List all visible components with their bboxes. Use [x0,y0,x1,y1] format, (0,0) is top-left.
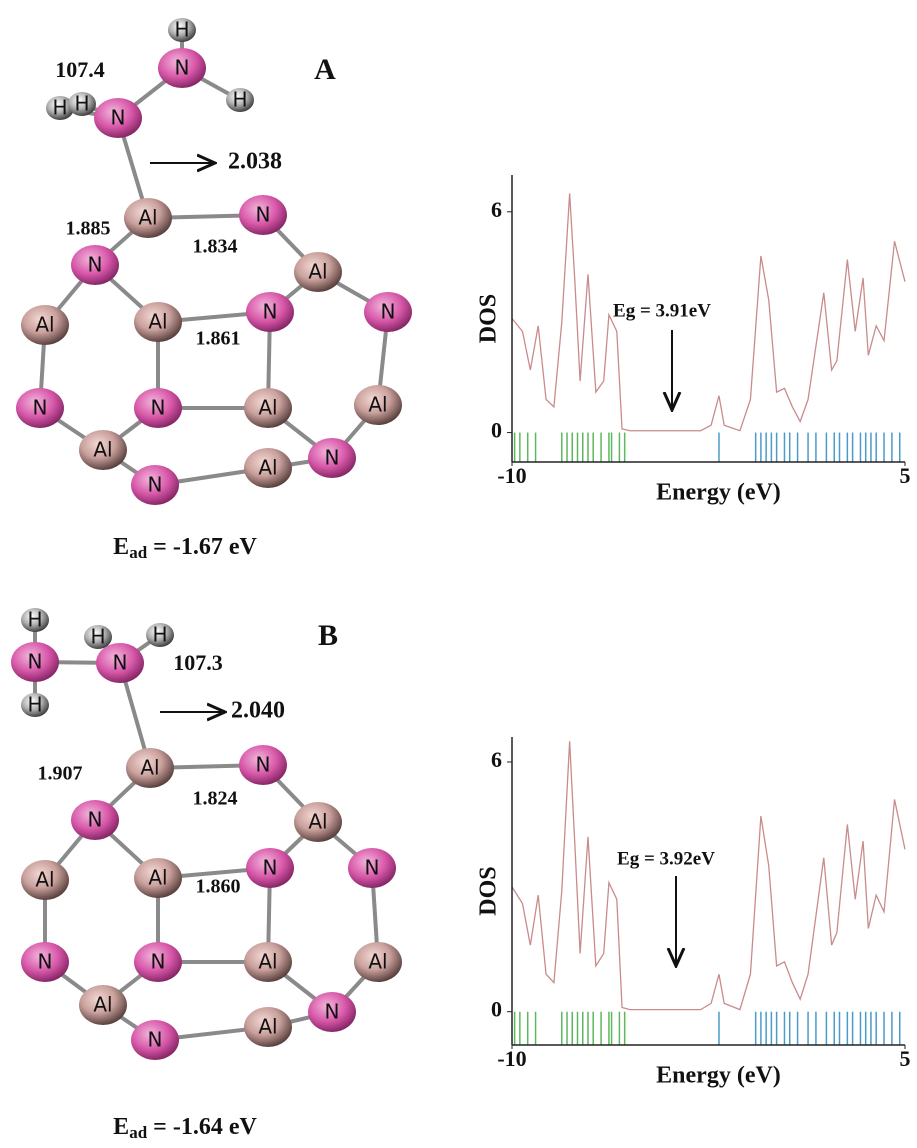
atom-label: H [90,625,105,649]
adsorption-energy: Ead = -1.64 eV [113,1114,257,1142]
atom-label: N [365,856,380,880]
energy-symbol: E [113,534,129,560]
atom-label: H [152,623,167,647]
y-tick-label: 0 [491,997,502,1022]
atom-label: Al [308,810,327,834]
x-axis-label: Energy (eV) [656,1063,781,1089]
atom-label: N [111,106,126,130]
bond-length: 1.861 [196,328,241,350]
atom-label: H [74,92,89,116]
bond-length: 2.040 [231,698,285,724]
atom-label: Al [140,756,159,780]
bond-angle: 107.3 [173,650,223,675]
figure: HNHHHNAlNNAlAlAlNNNNAlAlAlNNAlA107.42.03… [0,0,917,1148]
y-axis-label: DOS [476,294,502,343]
atom-label: Al [368,950,387,974]
annotation: Eg = 3.92eV [617,848,715,869]
atom-label: Al [308,260,327,284]
bond-length: 1.885 [66,218,111,240]
x-tick-label: -10 [497,1046,526,1071]
atom-label: N [38,950,53,974]
atom-label: N [33,396,48,420]
annotation: Eg = 3.91eV [613,300,711,321]
atom-label: Al [35,868,54,892]
atom-label: H [27,608,42,632]
atom-label: Al [93,993,112,1017]
atom-label: N [151,396,166,420]
atom-label: N [148,1028,163,1052]
atom-label: Al [148,310,167,334]
atom-label: N [263,300,278,324]
x-tick-label: 5 [900,463,911,488]
panel-label: B [318,619,338,652]
atom-label: H [174,18,189,42]
atom-label: H [52,96,67,120]
atom-label: N [113,651,128,675]
panel-label: A [314,53,336,86]
energy-subscript: ad [129,543,148,562]
y-tick-label: 0 [491,418,502,443]
atom-label: Al [35,313,54,337]
y-tick-label: 6 [491,197,502,222]
atom-label: Al [258,396,277,420]
bond-length: 1.824 [193,788,238,810]
atom-label: N [175,56,190,80]
x-tick-label: 5 [900,1046,911,1071]
bond-length: 1.834 [193,236,238,258]
atom-label: Al [368,393,387,417]
atom-label: N [28,650,43,674]
atom-label: N [148,473,163,497]
energy-symbol: E [113,1114,129,1140]
energy-value: = -1.64 eV [147,1114,257,1140]
atom-label: N [381,300,396,324]
bond-length: 1.860 [196,876,241,898]
bond-angle: 107.4 [55,57,105,82]
atom-label: N [88,253,103,277]
energy-subscript: ad [129,1123,148,1142]
atom-label: Al [138,206,157,230]
bond-length: 1.907 [38,763,83,785]
x-axis-label: Energy (eV) [656,480,781,506]
dos-curve [512,741,905,1009]
adsorption-energy: Ead = -1.67 eV [113,534,257,562]
atom-label: N [263,856,278,880]
atom-label: N [325,446,340,470]
atom-label: N [256,203,271,227]
atom-label: Al [258,1015,277,1039]
y-tick-label: 6 [491,747,502,772]
atom-label: N [151,950,166,974]
atom-label: Al [93,438,112,462]
atom-label: H [232,88,247,112]
atom-label: N [325,1000,340,1024]
bond-length: 2.038 [228,149,282,175]
energy-value: = -1.67 eV [147,534,257,560]
x-tick-label: -10 [497,463,526,488]
atom-label: Al [148,866,167,890]
atom-label: N [88,808,103,832]
atom-label: H [27,693,42,717]
atom-label: Al [258,456,277,480]
atom-label: N [256,753,271,777]
y-axis-label: DOS [476,866,502,915]
atom-label: Al [258,950,277,974]
